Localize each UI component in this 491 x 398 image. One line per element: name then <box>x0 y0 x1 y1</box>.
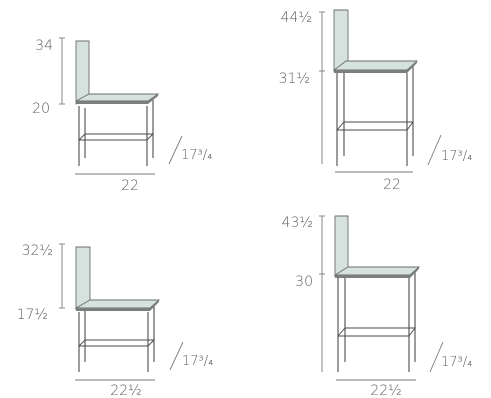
depth-label: 17³/₄ <box>441 355 472 370</box>
backrest <box>334 215 349 277</box>
depth-label: 17³/₄ <box>181 148 212 163</box>
back-height-label: 32½ <box>22 243 53 259</box>
depth-guide-line <box>427 134 442 166</box>
depth-guide-line <box>169 341 184 371</box>
seat-edge <box>334 61 417 73</box>
width-label: 22 <box>121 178 139 194</box>
seat-top <box>333 266 421 276</box>
seat-top <box>75 93 160 102</box>
seat-height-label: 31½ <box>279 71 310 87</box>
seat-height-label: 17½ <box>17 307 48 323</box>
width-label: 22½ <box>110 383 141 398</box>
width-label: 22½ <box>370 383 401 398</box>
back-height-label: 43½ <box>282 215 313 231</box>
stretcher-frame <box>77 133 155 141</box>
seat-edge <box>335 267 419 278</box>
back-height-label: 34 <box>35 38 53 54</box>
chair-bottom-left: 32½ 17½ 22½ 17³/₄ <box>17 243 214 398</box>
width-label: 22 <box>383 177 401 193</box>
backrest <box>75 246 91 310</box>
seat-height-label: 20 <box>32 101 50 117</box>
chair-top-right: 44½ 31½ 22 17³/₄ <box>279 9 472 193</box>
chair-bottom-right: 43½ 30 22½ 17³/₄ <box>282 215 473 398</box>
back-height-label: 44½ <box>281 10 312 26</box>
chair-top-left: 34 20 22 17³/₄ <box>32 37 212 194</box>
stretcher-frame <box>337 327 416 337</box>
seat-edge <box>76 94 158 104</box>
seat-top <box>332 60 419 71</box>
depth-guide-line <box>429 341 444 373</box>
stretcher-frame <box>336 121 414 131</box>
depth-guide-line <box>168 135 183 165</box>
depth-label: 17³/₄ <box>441 149 472 164</box>
stretcher-frame <box>77 339 156 347</box>
seat-height-label: 30 <box>295 274 313 290</box>
seat-top <box>74 299 161 309</box>
seat-edge <box>76 300 159 311</box>
depth-label: 17³/₄ <box>182 354 213 369</box>
